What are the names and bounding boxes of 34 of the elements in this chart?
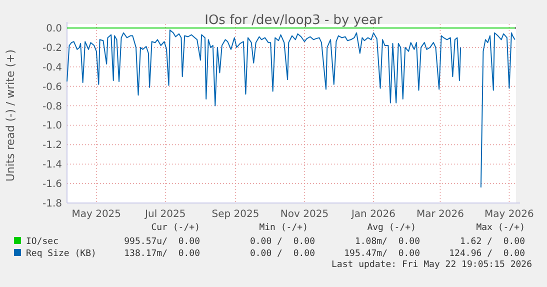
y-tick-label: 0.0 — [46, 24, 62, 34]
y-tick-label: -0.6 — [42, 82, 62, 93]
y-tick-label: -1.0 — [42, 120, 62, 132]
text: Last update: Fri May 22 19:05:15 2026 — [332, 260, 532, 270]
text: 1.08m/ 0.00 — [354, 237, 420, 247]
text: Cur (-/+) — [151, 223, 200, 233]
legend-label: Req Size (KB) — [26, 249, 96, 259]
x-tick-label: Nov 2025 — [280, 209, 329, 220]
text: Max (-/+) — [476, 223, 525, 233]
text: 1.62 / 0.00 — [460, 237, 525, 247]
y-tick-label: -1.8 — [42, 198, 62, 210]
chart-title: IOs for /dev/loop3 - by year — [204, 13, 384, 28]
text: 138.17m/ 0.00 — [124, 249, 200, 259]
y-axis-title: Units read (-) / write (+) — [4, 49, 17, 182]
y-tick-label: -1.4 — [42, 160, 62, 171]
text: Min (-/+) — [259, 223, 308, 233]
y-tick-label: -0.2 — [42, 42, 62, 54]
x-tick-label: May 2026 — [484, 209, 534, 220]
x-tick-label: Jan 2026 — [350, 209, 396, 220]
x-tick-label: Sep 2025 — [212, 209, 260, 220]
text: Avg (-/+) — [367, 223, 416, 233]
text: 195.47m/ 0.00 — [344, 249, 420, 259]
y-tick-label: -1.2 — [42, 140, 62, 152]
y-tick-label: -1.6 — [42, 179, 62, 190]
legend-label: IO/sec — [26, 237, 59, 247]
x-tick-label: Mar 2026 — [416, 209, 464, 220]
text: 0.00 / 0.00 — [250, 249, 315, 259]
x-tick-label: May 2025 — [72, 209, 122, 220]
text: 124.96 / 0.00 — [449, 249, 525, 259]
y-tick-label: -0.4 — [42, 62, 62, 74]
x-tick-label: Jul 2025 — [144, 209, 186, 220]
text: 995.57u/ 0.00 — [124, 237, 200, 247]
text: 0.00 / 0.00 — [250, 237, 315, 247]
y-tick-label: -0.8 — [42, 101, 62, 112]
